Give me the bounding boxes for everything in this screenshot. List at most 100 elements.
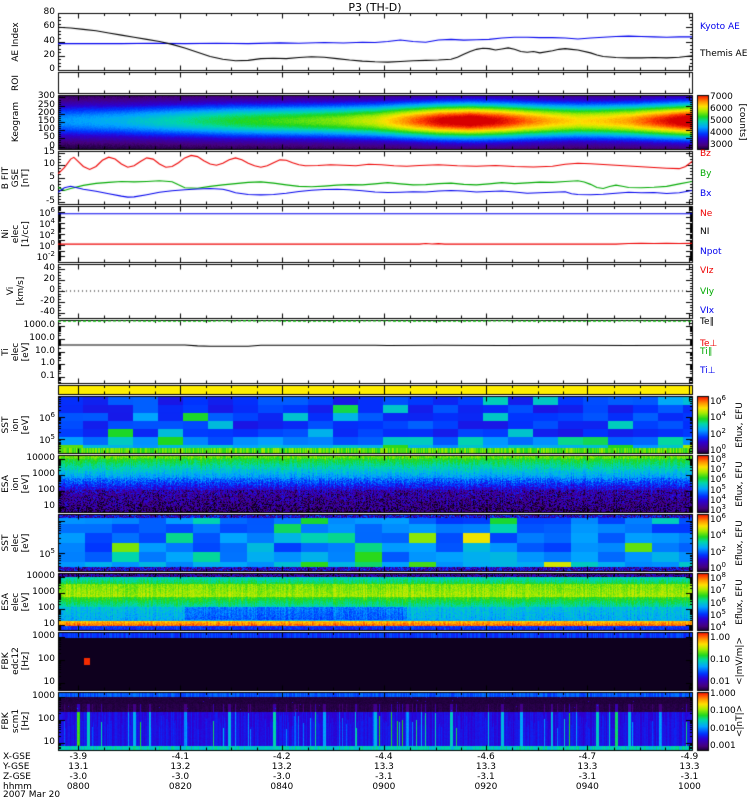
esa-ion-cbtick-3: 105 (710, 482, 726, 496)
bottom-val-0-0: -3.9 (69, 752, 88, 762)
ae-index-ytick-3: 20 (43, 49, 55, 60)
sst-elec-ytick-0: 105 (39, 547, 55, 561)
esa-ion-ytick-1: 1000 (32, 469, 55, 480)
sst-ion-ytick-1: 105 (39, 433, 55, 447)
bottom-val-1-3: 13.3 (373, 762, 394, 772)
bottom-val-3-1: 0820 (168, 782, 192, 792)
bottom-row-label-ZGSE: Z-GSE (3, 772, 31, 782)
ti-temperature-legend-Ti: Ti⊥ (700, 366, 716, 377)
bottom-val-2-0: -3.0 (69, 772, 88, 782)
bottom-val-1-1: 13.2 (170, 762, 191, 772)
bottom-val-3-5: 0940 (575, 782, 599, 792)
esa-elec-cbtick-3: 105 (710, 607, 726, 621)
ni-density-ytick-4: 10-2 (36, 250, 55, 264)
sst-ion-cbtick-1: 104 (710, 410, 726, 424)
ti-temperature-ytick-4: 0.1 (40, 370, 55, 381)
fbk-edc12-cbtick-0: 1.00 (710, 632, 731, 643)
ni-density-legend-Ne: Ne (700, 208, 713, 219)
keogram-cbtick-0: 7000 (710, 92, 733, 102)
bottom-val-0-5: -4.7 (578, 752, 597, 762)
sst-ion-cbtick-0: 106 (710, 394, 726, 408)
ni-density-ytick-3: 100 (39, 239, 55, 253)
keogram-ytick-1: 250 (37, 99, 55, 110)
esa-ion-cb-unit: Eflux, EFU (735, 460, 746, 507)
ni-density-ytick-2: 102 (39, 228, 55, 241)
b-fit-ytick-3: 0 (49, 183, 55, 194)
bottom-val-2-4: -3.1 (477, 772, 495, 782)
fbk-edc12-ytick-2: 10 (43, 677, 55, 688)
bottom-val-0-2: -4.2 (273, 752, 291, 762)
ae-index-legend-KyotoAE: Kyoto AE (700, 22, 740, 33)
bottom-row-label-YGSE: Y-GSE (3, 762, 30, 772)
bottom-val-1-0: 13.1 (68, 762, 89, 772)
sst-ion-ytick-0: 106 (39, 410, 55, 424)
sst-ion-cbtick-3: 100 (710, 442, 726, 456)
fbk-edc12-ytick-0: 1000 (32, 630, 55, 641)
fbk-scm1-cbtick-2: 0.010 (710, 723, 736, 734)
esa-elec-ytick-2: 100 (37, 603, 55, 614)
esa-ion-cbtick-5: 103 (710, 502, 726, 516)
ae-index-ytick-2: 40 (43, 35, 55, 46)
keogram-ytick-2: 200 (37, 107, 55, 118)
fbk-scm1-cb-unit: <|nT|> (735, 704, 746, 738)
keogram-cbtick-4: 3000 (710, 140, 733, 150)
esa-elec-cbtick-2: 106 (710, 595, 726, 609)
ae-index-ytick-4: 0 (49, 64, 55, 74)
bottom-val-0-6: -4.9 (680, 752, 699, 762)
ti-temperature-legend-Te: Te⊥ (700, 339, 718, 350)
esa-elec-ytick-1: 1000 (32, 587, 55, 598)
fbk-scm1-ytick-2: 10 (43, 737, 55, 748)
keogram-ytick-5: 50 (43, 132, 55, 143)
vi-velocity-ytick-0: 40 (43, 263, 55, 274)
bottom-val-3-0: 0800 (66, 782, 90, 792)
esa-ion-ytick-2: 100 (37, 485, 55, 496)
esa-ion-ytick-3: 10 (43, 501, 55, 512)
ae-index-ytick-0: 80 (43, 7, 55, 17)
keogram-ytick-3: 150 (37, 116, 55, 126)
bottom-row-label-hhmm: hhmm (3, 782, 32, 792)
ae-index-ytick-1: 60 (43, 21, 55, 32)
esa-elec-cbtick-0: 108 (710, 570, 726, 584)
fbk-scm1-ytick-0: 1000 (32, 690, 55, 701)
bottom-val-3-3: 0900 (372, 782, 396, 792)
bottom-val-2-1: -3.0 (171, 772, 190, 782)
b-fit-legend-Bx: Bx (700, 188, 712, 199)
b-fit-ytick-2: 5 (49, 171, 55, 182)
bottom-val-2-2: -3.0 (273, 772, 291, 782)
fbk-scm1-cbtick-0: 1.000 (710, 688, 736, 699)
ti-temperature-ytick-3: 1.0 (40, 358, 55, 369)
b-fit-ytick-1: 10 (43, 159, 55, 170)
vi-velocity-legend-VIy: VIy (700, 286, 715, 297)
bottom-val-1-2: 13.2 (271, 762, 292, 772)
ti-temperature-ytick-1: 100.0 (29, 332, 55, 343)
ni-density-legend-NI: NI (700, 226, 710, 237)
b-fit-legend-Bz: Bz (700, 149, 711, 160)
sst-elec-cb-unit: Eflux, EFU (735, 519, 746, 566)
ti-temperature-legend-Ti: Ti∥ (700, 346, 713, 357)
bottom-val-2-3: -3.1 (375, 772, 393, 782)
roi-axis-label: ROI (11, 74, 22, 91)
bottom-val-0-4: -4.6 (477, 752, 495, 762)
bottom-val-1-5: 13.3 (577, 762, 598, 772)
b-fit-legend-By: By (700, 168, 712, 179)
fbk-edc12-cbtick-2: 0.01 (710, 677, 731, 688)
b-fit-ytick-0: 15 (43, 146, 55, 157)
fbk-edc12-cb-unit: <|mV/m|> (735, 637, 746, 685)
ti-temperature-legend-Te: Te∥ (700, 317, 715, 328)
keogram-ytick-0: 300 (37, 91, 55, 102)
esa-ion-cbtick-1: 107 (710, 462, 726, 476)
keogram-cb-unit: [counts] (736, 103, 747, 141)
keogram-cbtick-2: 5000 (710, 116, 733, 126)
esa-ion-cbtick-4: 104 (710, 492, 726, 506)
vi-velocity-legend-VIz: VIz (700, 266, 714, 277)
bottom-val-1-6: 13.3 (679, 762, 700, 772)
esa-elec-cbtick-1: 107 (710, 583, 726, 597)
keogram-ytick-4: 100 (37, 124, 55, 135)
bottom-val-3-6: 1000 (678, 782, 701, 792)
date-label: 2007 Mar 20 (3, 790, 61, 800)
bottom-row-label-XGSE: X-GSE (3, 752, 31, 762)
sst-elec-cbtick-0: 106 (710, 512, 726, 526)
esa-elec-cbtick-4: 104 (710, 620, 726, 634)
sst-elec-cbtick-1: 104 (710, 528, 726, 542)
